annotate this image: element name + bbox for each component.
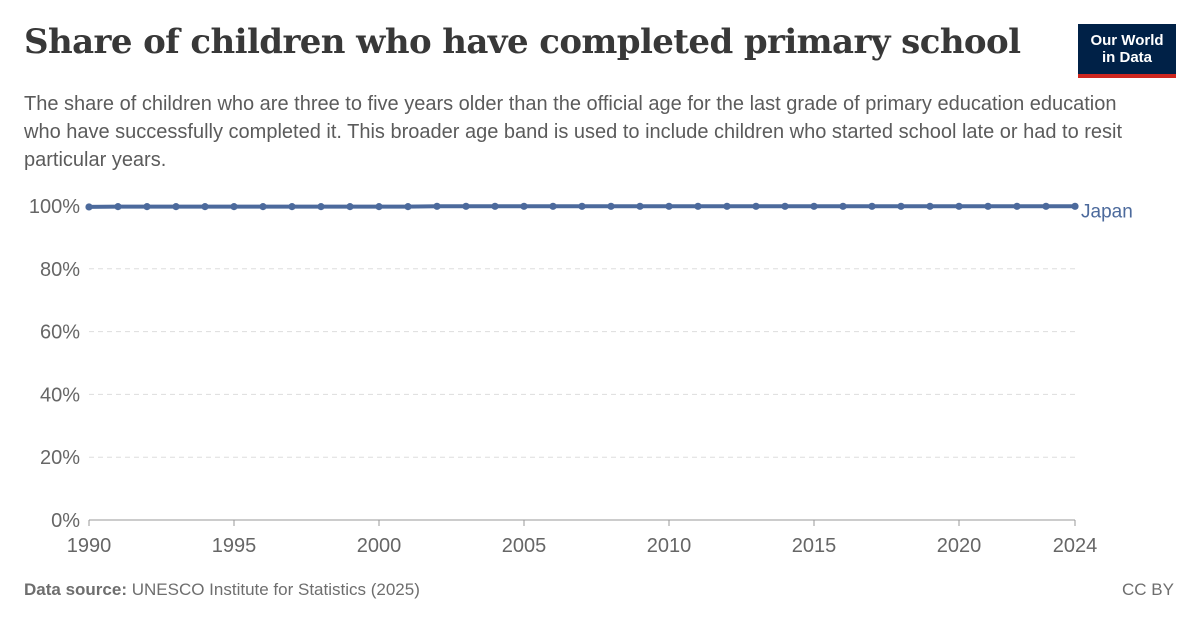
x-tick-label: 1990	[67, 535, 112, 557]
data-point	[636, 202, 644, 210]
x-tick-label: 2020	[937, 535, 982, 557]
y-tick-label: 40%	[40, 384, 80, 406]
data-point	[346, 203, 354, 211]
data-point	[491, 202, 499, 210]
y-tick-label: 60%	[40, 322, 80, 344]
y-tick-label: 0%	[51, 510, 80, 532]
series-label-japan: Japan	[1081, 201, 1133, 222]
y-tick-label: 80%	[40, 259, 80, 281]
data-point	[897, 202, 905, 210]
data-point	[984, 202, 992, 210]
data-point	[955, 202, 963, 210]
data-source-label: Data source:	[24, 580, 127, 599]
x-tick-label: 2015	[792, 535, 837, 557]
data-point	[375, 203, 383, 211]
x-tick-label: 2000	[357, 535, 402, 557]
x-tick-label: 1995	[212, 535, 257, 557]
x-tick-label: 2005	[502, 535, 547, 557]
data-point	[288, 203, 296, 211]
data-point	[259, 203, 267, 211]
data-point	[1071, 202, 1079, 210]
data-point	[810, 202, 818, 210]
data-point	[578, 202, 586, 210]
logo-line-2: in Data	[1101, 49, 1152, 66]
data-point	[607, 202, 615, 210]
owid-logo[interactable]: Our World in Data	[1078, 24, 1176, 78]
data-point	[665, 202, 673, 210]
y-tick-label: 100%	[29, 196, 80, 218]
data-point	[172, 203, 180, 211]
data-point	[694, 202, 702, 210]
data-point	[723, 202, 731, 210]
x-tick-label: 2010	[647, 535, 692, 557]
license-link[interactable]: CC BY	[1122, 580, 1174, 599]
data-point	[85, 203, 93, 211]
chart-title: Share of children who have completed pri…	[24, 22, 1021, 62]
data-point	[201, 203, 209, 211]
data-point	[520, 202, 528, 210]
data-point	[549, 202, 557, 210]
data-point	[868, 202, 876, 210]
logo-line-1: Our World	[1090, 32, 1164, 49]
data-point	[143, 203, 151, 211]
data-point	[317, 203, 325, 211]
data-source: Data source: UNESCO Institute for Statis…	[24, 580, 420, 600]
x-tick-label: 2024	[1053, 535, 1098, 557]
data-point	[1042, 202, 1050, 210]
data-source-text: UNESCO Institute for Statistics (2025)	[131, 580, 420, 599]
data-point	[752, 202, 760, 210]
data-point	[1013, 202, 1021, 210]
data-point	[781, 202, 789, 210]
data-point	[926, 202, 934, 210]
data-point	[433, 202, 441, 210]
data-point	[114, 203, 122, 211]
data-point	[404, 203, 412, 211]
data-point	[462, 202, 470, 210]
data-point	[230, 203, 238, 211]
data-point	[839, 202, 847, 210]
chart-subtitle: The share of children who are three to f…	[24, 93, 1123, 171]
y-tick-label: 20%	[40, 447, 80, 469]
